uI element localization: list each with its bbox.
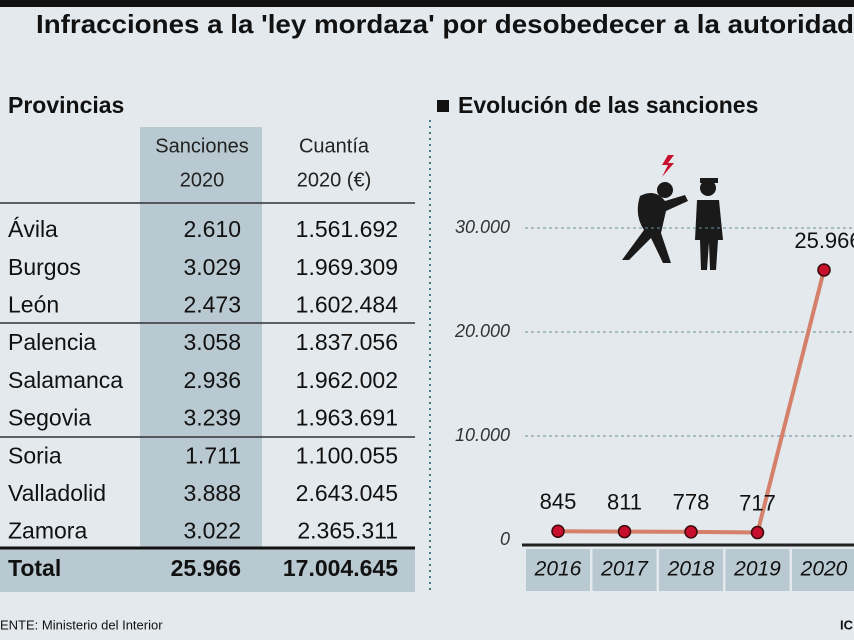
column-header: Sanciones [155, 135, 248, 157]
total: 17.004.645 [283, 555, 398, 581]
column-header: 2020 [180, 169, 225, 191]
sanctions: 3.888 [183, 480, 241, 506]
data-label: 845 [540, 489, 577, 514]
title: Infracciones a la 'ley mordaza' por deso… [36, 9, 854, 39]
x-tick-label: 2017 [600, 558, 649, 581]
data-label: 778 [673, 490, 710, 515]
bullet [437, 100, 449, 112]
sanctions: 3.239 [183, 405, 241, 431]
x-tick-label: 2016 [534, 558, 582, 581]
data-label: 811 [607, 489, 642, 514]
point [551, 524, 565, 538]
point [617, 524, 632, 539]
data-label: 25.966 [794, 228, 854, 253]
amount: 1.837.056 [296, 329, 398, 355]
province: Ávila [8, 216, 58, 242]
province: León [8, 291, 59, 317]
point [750, 525, 765, 540]
sanctions: 3.058 [183, 329, 241, 355]
amount: 1.602.484 [296, 291, 399, 317]
y-tick-label: 20.000 [454, 321, 510, 341]
point [684, 525, 698, 539]
column-header: Cuantía [299, 135, 370, 157]
year-box [659, 549, 723, 591]
sanctions: 2.610 [183, 216, 241, 242]
total: 25.966 [171, 555, 241, 581]
sanctions: 3.022 [183, 518, 241, 544]
point [817, 263, 831, 277]
year-box [526, 549, 590, 591]
sanctions: 1.711 [185, 442, 241, 468]
table-label: Provincias [8, 92, 124, 118]
sanctions: 2.473 [183, 291, 241, 317]
amount: 1.100.055 [296, 442, 398, 468]
province: Palencia [8, 329, 96, 355]
column-header: 2020 (€) [297, 169, 372, 191]
province: Soria [8, 442, 62, 468]
province: Valladolid [8, 480, 106, 506]
sanctions: 3.029 [183, 254, 241, 280]
amount: 2.643.045 [296, 480, 398, 506]
top-bar [0, 0, 854, 7]
amount: 1.969.309 [296, 254, 398, 280]
total: Total [8, 555, 61, 581]
x-tick-label: 2019 [733, 558, 781, 581]
chart-title: Evolución de las sanciones [458, 92, 758, 118]
y-tick-label: 0 [500, 529, 510, 549]
province: Segovia [8, 405, 91, 431]
province: Zamora [8, 518, 87, 544]
province: Salamanca [8, 367, 123, 393]
icon [622, 155, 723, 270]
y-tick-label: 10.000 [455, 425, 510, 445]
year-box [792, 549, 854, 591]
year-box [592, 549, 657, 591]
y-tick-label: 30.000 [455, 217, 510, 237]
sanctions: 2.936 [183, 367, 241, 393]
amount: 2.365.311 [297, 518, 398, 544]
amount: 1.561.692 [296, 216, 398, 242]
year-box [725, 549, 790, 591]
amount: 1.963.691 [296, 405, 398, 431]
x-tick-label: 2020 [800, 558, 848, 581]
x-tick-label: 2018 [667, 558, 715, 581]
total-shade [0, 548, 415, 592]
source: ENTE: Ministerio del Interior [0, 617, 163, 632]
province: Burgos [8, 254, 81, 280]
data-label: 717 [739, 490, 776, 515]
amount: 1.962.002 [296, 367, 398, 393]
credit: IC [840, 617, 854, 632]
column-shade [140, 127, 262, 548]
